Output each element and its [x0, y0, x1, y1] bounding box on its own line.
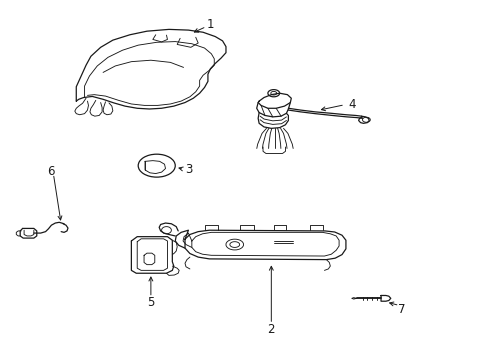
- Text: 2: 2: [267, 323, 275, 336]
- Text: 1: 1: [206, 18, 214, 31]
- Text: 4: 4: [347, 98, 355, 111]
- Text: 7: 7: [397, 303, 405, 316]
- Text: 6: 6: [46, 165, 54, 177]
- Text: 5: 5: [147, 296, 154, 309]
- Text: 3: 3: [184, 163, 192, 176]
